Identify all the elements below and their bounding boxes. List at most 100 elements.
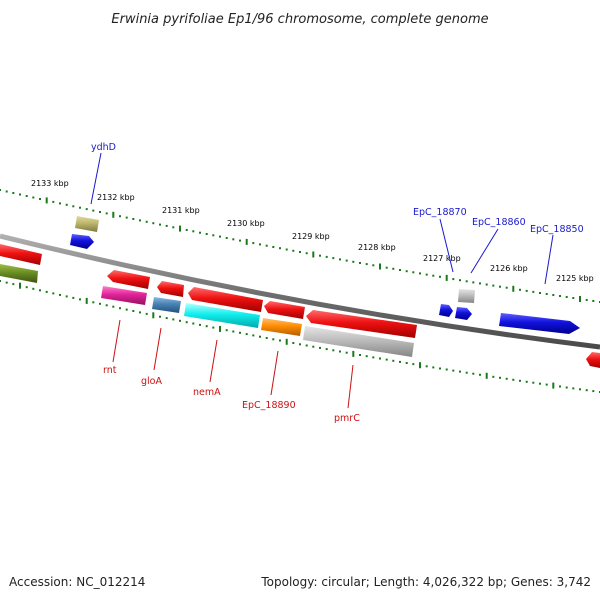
inner-track-minor-tick: [12, 283, 15, 286]
leader-EpC_18890: [270, 350, 279, 396]
outer-track-minor-tick: [545, 293, 548, 295]
accession-text: Accession: NC_012214: [9, 575, 145, 589]
inner-track-minor-tick: [92, 301, 95, 304]
tick-label-2130: 2130 kbp: [227, 219, 265, 228]
tick-label-2128: 2128 kbp: [358, 243, 396, 252]
inner-track-minor-tick: [239, 331, 241, 334]
outer-track-minor-tick: [405, 270, 408, 273]
outer-track-minor-tick: [532, 290, 535, 293]
outer-track-minor-tick: [192, 230, 195, 233]
outer-track-minor-tick: [279, 247, 281, 250]
outer-track-minor-tick: [459, 279, 461, 282]
outer-track-minor-tick: [345, 259, 348, 262]
inner-track-minor-tick: [259, 335, 261, 338]
tick-label-2126: 2126 kbp: [490, 264, 528, 273]
outer-track-minor-tick: [0, 189, 1, 191]
outer-track-minor-tick: [72, 205, 75, 208]
label-EpC_18890[interactable]: EpC_18890: [242, 400, 296, 411]
outer-track-minor-tick: [252, 242, 255, 245]
inner-track-minor-tick: [79, 298, 81, 301]
inner-track-minor-tick: [252, 334, 255, 337]
inner-track-major-tick: [152, 312, 155, 319]
inner-track-minor-tick: [72, 296, 75, 299]
gene-EpC_18870[interactable]: [439, 304, 453, 317]
gene-rnt[interactable]: [101, 286, 147, 305]
gene-gloA[interactable]: [152, 297, 181, 313]
inner-track-minor-tick: [559, 385, 561, 388]
gene-red-d[interactable]: [264, 301, 305, 319]
outer-track-minor-tick: [365, 263, 368, 266]
gene-red-a[interactable]: [107, 270, 150, 289]
gene-red-e[interactable]: [306, 310, 417, 338]
inner-track-minor-tick: [145, 312, 148, 315]
gene-red-left-upper[interactable]: [0, 244, 42, 265]
outer-track-minor-tick: [492, 284, 495, 287]
inner-track-minor-tick: [372, 356, 375, 359]
gene-EpC_18890[interactable]: [261, 318, 302, 336]
label-EpC_18860[interactable]: EpC_18860: [472, 217, 526, 228]
inner-track-minor-tick: [319, 346, 321, 349]
outer-track-minor-tick: [92, 209, 95, 212]
outer-track-minor-tick: [539, 292, 541, 294]
inner-track-minor-tick: [105, 304, 108, 307]
inner-track-minor-tick: [585, 389, 588, 392]
outer-track-minor-tick: [79, 206, 81, 209]
label-EpC_18850[interactable]: EpC_18850: [530, 224, 584, 235]
outer-track-minor-tick: [339, 258, 341, 261]
outer-track-minor-tick: [185, 229, 188, 231]
inner-track-minor-tick: [505, 377, 508, 380]
inner-track-minor-tick: [332, 349, 335, 352]
inner-track-minor-tick: [232, 330, 235, 333]
inner-track-minor-tick: [512, 378, 515, 381]
inner-track-minor-tick: [299, 343, 301, 346]
outer-track-minor-tick: [272, 246, 275, 248]
label-pmrC[interactable]: pmrC: [334, 413, 360, 424]
gene-nemA[interactable]: [184, 303, 260, 328]
inner-track-minor-tick: [245, 333, 248, 336]
gene-gray-small[interactable]: [458, 289, 475, 303]
leader-pmrC: [347, 364, 354, 409]
inner-track-major-tick: [419, 362, 421, 369]
inner-track-major-tick: [552, 382, 555, 389]
gene-red-right[interactable]: [586, 352, 600, 368]
inner-track-minor-tick: [192, 322, 195, 325]
outer-track-minor-tick: [552, 294, 555, 296]
outer-track-minor-tick: [165, 224, 168, 227]
inner-track-minor-tick: [525, 380, 528, 383]
outer-track-minor-tick: [172, 226, 175, 229]
label-EpC_18870[interactable]: EpC_18870: [413, 207, 467, 218]
gene-olive-left[interactable]: [0, 264, 38, 283]
outer-track-minor-tick: [99, 211, 101, 213]
outer-track-minor-tick: [559, 295, 561, 297]
inner-track-minor-tick: [305, 344, 308, 347]
reverse-strand-genes: [101, 270, 600, 368]
outer-track-minor-tick: [39, 198, 41, 200]
inner-track-minor-tick: [499, 376, 501, 379]
gene-blue-small-a[interactable]: [70, 234, 94, 249]
inner-tick-track: [0, 280, 600, 393]
forward-strand-genes: [0, 216, 580, 334]
label-rnt[interactable]: rnt: [103, 365, 117, 376]
gene-ydhD[interactable]: [75, 216, 99, 232]
outer-track-major-tick: [579, 296, 581, 302]
leader-nemA: [209, 339, 218, 383]
gene-red-b[interactable]: [157, 281, 184, 297]
inner-track-minor-tick: [185, 321, 188, 324]
inner-track-minor-tick: [5, 281, 8, 284]
label-gloA[interactable]: gloA: [141, 376, 162, 387]
gene-red-c[interactable]: [188, 287, 263, 312]
label-ydhD[interactable]: ydhD: [91, 142, 116, 153]
inner-track-minor-tick: [572, 387, 575, 390]
gene-pmrC[interactable]: [303, 326, 414, 357]
inner-track-minor-tick: [179, 319, 181, 322]
gene-EpC_18860[interactable]: [455, 307, 472, 320]
inner-track-minor-tick: [579, 388, 581, 391]
inner-track-minor-tick: [445, 368, 448, 371]
inner-track-minor-tick: [432, 366, 435, 369]
leader-ydhD: [90, 152, 102, 205]
label-nemA[interactable]: nemA: [193, 387, 221, 398]
gene-EpC_18850[interactable]: [499, 313, 580, 334]
inner-track-minor-tick: [379, 357, 381, 360]
genome-summary-text: Topology: circular; Length: 4,026,322 bp…: [260, 575, 591, 589]
